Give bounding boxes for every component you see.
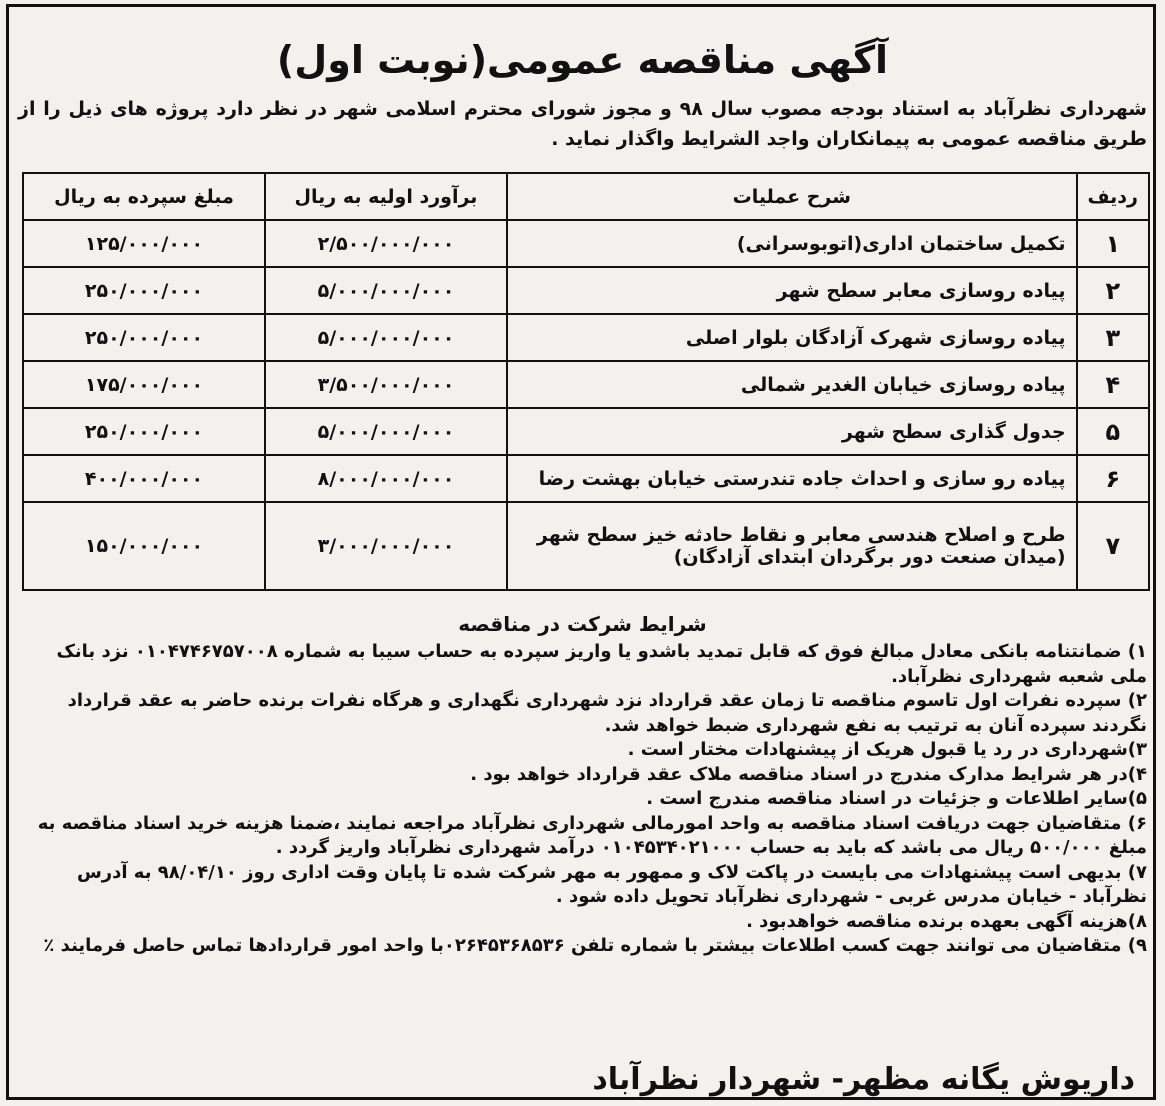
row-deposit: ۱۲۵/۰۰۰/۰۰۰	[22, 219, 266, 268]
notice-frame	[6, 4, 1156, 1100]
condition-item: ۳)شهرداری در رد یا قبول هریک از پیشنهادا…	[627, 739, 1147, 760]
row-index: ۳	[1075, 313, 1151, 362]
table-row: ۵ جدول گذاری سطح شهر ۵/۰۰۰/۰۰۰/۰۰۰ ۲۵۰/۰۰۰/…	[22, 407, 1151, 456]
conditions-title: شرایط شرکت در مناقصه	[458, 612, 707, 636]
row-estimate: ۳/۰۰۰/۰۰۰/۰۰۰	[264, 501, 508, 591]
header-deposit: مبلغ سپرده به ریال	[22, 172, 266, 221]
row-estimate: ۵/۰۰۰/۰۰۰/۰۰۰	[264, 313, 508, 362]
row-description: طرح و اصلاح هندسی معابر و نقاط حادثه خیز…	[506, 501, 1078, 591]
condition-item: ۲) سپرده نفرات اول تاسوم مناقصه تا زمان …	[67, 690, 1147, 736]
row-description: پیاده روسازی معابر سطح شهر	[506, 266, 1078, 315]
row-description: جدول گذاری سطح شهر	[506, 407, 1078, 456]
table-row: ۳ پیاده روسازی شهرک آزادگان بلوار اصلی ۵/۰…	[22, 313, 1151, 362]
description-line: پیاده روسازی شهرک آزادگان بلوار اصلی	[685, 326, 1066, 349]
row-description: تکمیل ساختمان اداری(اتوبوسرانی)	[506, 219, 1078, 268]
row-deposit: ۱۷۵/۰۰۰/۰۰۰	[22, 360, 266, 409]
description-line: جدول گذاری سطح شهر	[841, 420, 1066, 443]
description-line: طرح و اصلاح هندسی معابر و نقاط حادثه خیز…	[536, 524, 1066, 546]
notice-title: آگهی مناقصه عمومی(نوبت اول)	[276, 38, 889, 82]
table-header-row: ردیف شرح عملیات برآورد اولیه به ریال مبل…	[22, 172, 1151, 221]
description-line: تکمیل ساختمان اداری(اتوبوسرانی)	[736, 232, 1066, 255]
condition-item: ۵)سایر اطلاعات و جزئیات در اسناد مناقصه …	[646, 788, 1147, 809]
row-description: پیاده روسازی خیابان الغدیر شمالی	[506, 360, 1078, 409]
row-index: ۱	[1075, 219, 1151, 268]
row-deposit: ۱۵۰/۰۰۰/۰۰۰	[22, 501, 266, 591]
row-description: پیاده رو سازی و احداث جاده تندرستی خیابا…	[506, 454, 1078, 503]
header-estimate: برآورد اولیه به ریال	[264, 172, 508, 221]
row-estimate: ۵/۰۰۰/۰۰۰/۰۰۰	[264, 407, 508, 456]
condition-item: ۶) متقاضیان جهت دریافت اسناد مناقصه به و…	[37, 812, 1147, 859]
condition-item: ۱) ضمانتنامه بانکی معادل مبالغ فوق که قا…	[56, 641, 1147, 687]
condition-item: ۸)هزینه آگهی بعهده برنده مناقصه خواهدبود…	[746, 910, 1147, 932]
row-deposit: ۲۵۰/۰۰۰/۰۰۰	[22, 266, 266, 315]
row-estimate: ۸/۰۰۰/۰۰۰/۰۰۰	[264, 454, 508, 503]
table-row: ۴ پیاده روسازی خیابان الغدیر شمالی ۳/۵۰۰/۰…	[22, 360, 1151, 409]
row-index: ۴	[1075, 360, 1151, 409]
description-line: (میدان صنعت دور برگردان ابتدای آزادگان)	[673, 546, 1066, 568]
condition-item: ۹) متقاضیان می توانند جهت کسب اطلاعات بی…	[43, 935, 1147, 956]
table-row: ۷ طرح و اصلاح هندسی معابر و نقاط حادثه خی…	[22, 501, 1151, 591]
header-index: ردیف	[1075, 172, 1151, 221]
row-index: ۲	[1075, 266, 1151, 315]
row-index: ۶	[1075, 454, 1151, 503]
row-index: ۵	[1075, 407, 1151, 456]
projects-table: ردیف شرح عملیات برآورد اولیه به ریال مبل…	[22, 172, 1151, 591]
condition-item: ۷) بدیهی است پیشنهادات می بایست در پاکت …	[76, 861, 1147, 908]
table-row: ۱ تکمیل ساختمان اداری(اتوبوسرانی) ۲/۵۰۰/۰۰…	[22, 219, 1151, 268]
row-estimate: ۵/۰۰۰/۰۰۰/۰۰۰	[264, 266, 508, 315]
signature: داریوش یگانه مظهر- شهردار نظرآباد	[592, 1062, 1135, 1097]
row-deposit: ۲۵۰/۰۰۰/۰۰۰	[22, 313, 266, 362]
table-row: ۶ پیاده رو سازی و احداث جاده تندرستی خیاب…	[22, 454, 1151, 503]
row-index: ۷	[1075, 501, 1151, 591]
description-line: پیاده رو سازی و احداث جاده تندرستی خیابا…	[538, 467, 1066, 490]
notice-intro: شهرداری نظرآباد به استناد بودجه مصوب سال…	[18, 98, 1147, 150]
header-description: شرح عملیات	[506, 172, 1078, 221]
table-row: ۲ پیاده روسازی معابر سطح شهر ۵/۰۰۰/۰۰۰/۰۰۰…	[22, 266, 1151, 315]
row-estimate: ۳/۵۰۰/۰۰۰/۰۰۰	[264, 360, 508, 409]
row-estimate: ۲/۵۰۰/۰۰۰/۰۰۰	[264, 219, 508, 268]
row-deposit: ۴۰۰/۰۰۰/۰۰۰	[22, 454, 266, 503]
row-deposit: ۲۵۰/۰۰۰/۰۰۰	[22, 407, 266, 456]
conditions-list: ۱) ضمانتنامه بانکی معادل مبالغ فوق که قا…	[18, 640, 1147, 959]
description-line: پیاده روسازی خیابان الغدیر شمالی	[740, 373, 1066, 396]
row-description: پیاده روسازی شهرک آزادگان بلوار اصلی	[506, 313, 1078, 362]
condition-item: ۴)در هر شرایط مدارک مندرج در اسناد مناقص…	[470, 763, 1147, 785]
description-line: پیاده روسازی معابر سطح شهر	[776, 279, 1066, 302]
